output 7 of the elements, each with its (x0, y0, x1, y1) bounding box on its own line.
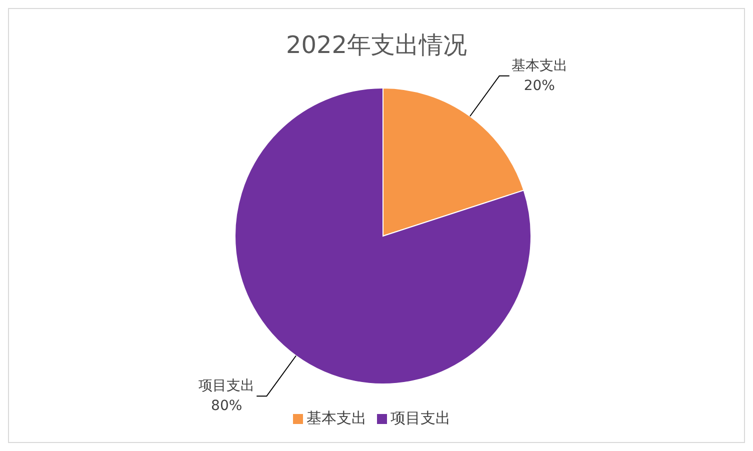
data-label: 80% (211, 398, 242, 414)
slice-label: 项目支出 (198, 378, 255, 394)
data-label: 20% (524, 78, 555, 94)
slice-label: 基本支出 (511, 58, 568, 74)
legend-label: 项目支出 (390, 409, 450, 427)
chart-title: 2022年支出情况 (286, 31, 468, 59)
legend-label: 基本支出 (306, 409, 366, 427)
